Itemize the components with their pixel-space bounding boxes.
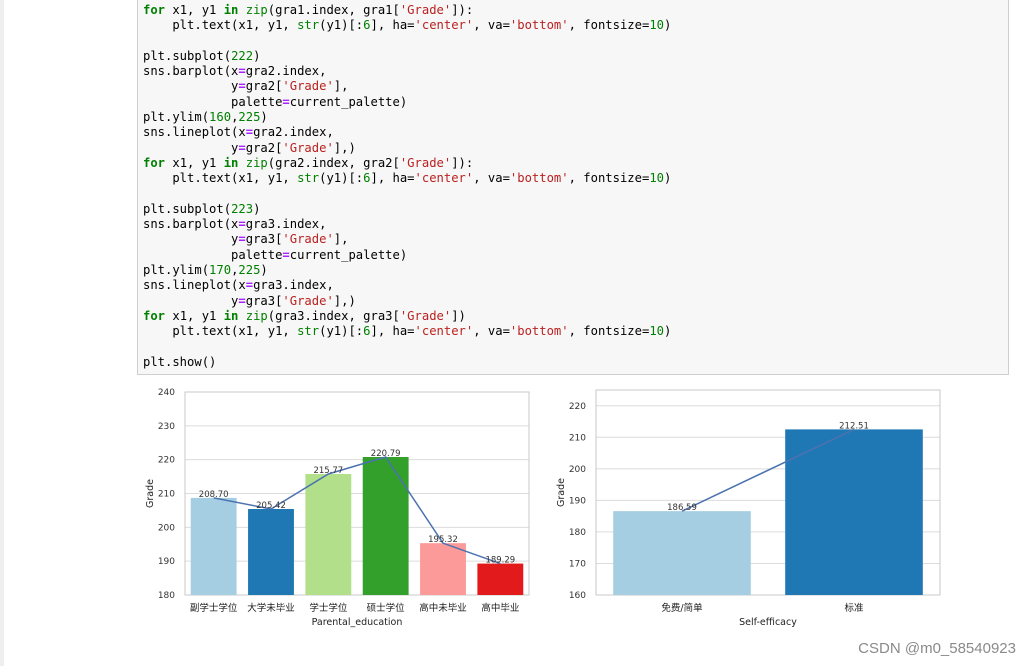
code-line: for x1, y1 in zip(gra3.index, gra3['Grad… xyxy=(143,308,466,323)
data-label: 212.51 xyxy=(839,421,869,431)
data-label: 220.79 xyxy=(371,449,401,459)
y-tick-label: 200 xyxy=(158,523,175,533)
series-line xyxy=(681,428,855,512)
code-line: y=gra2['Grade'], xyxy=(143,79,349,94)
chart-parental-education: 180 190 200 210 220 230 240 208.70 205.42 215.77 2… xyxy=(145,388,530,628)
bar xyxy=(785,429,923,595)
bar xyxy=(613,511,751,595)
data-label: 189.29 xyxy=(485,556,515,566)
y-tick-label: 200 xyxy=(569,465,586,475)
code-line: for x1, y1 in zip(gra1.index, gra1['Grad… xyxy=(143,3,474,17)
code-line: plt.text(x1, y1, str(y1)[:6], ha='center… xyxy=(143,171,672,186)
bar xyxy=(420,543,466,595)
y-axis-label: Grade xyxy=(145,479,156,508)
y-tick-label: 180 xyxy=(158,591,175,601)
code-editor[interactable]: for x1, y1 in zip(gra1.index, gra1['Grad… xyxy=(143,3,671,370)
code-line: plt.text(x1, y1, str(y1)[:6], ha='center… xyxy=(143,324,672,339)
y-tick-label: 160 xyxy=(569,591,586,601)
watermark: CSDN @m0_58540923 xyxy=(858,640,1016,657)
code-line: plt.subplot(222) xyxy=(143,48,261,63)
code-line: y=gra2['Grade'],) xyxy=(143,140,356,155)
output-area: 180 190 200 210 220 230 240 208.70 205.42 215.77 2… xyxy=(137,378,957,636)
chart-self-efficacy: 160 170 180 190 200 210 220 186.59 212.51 免费/简单 标准… xyxy=(556,389,941,628)
plot-frame xyxy=(184,391,530,596)
y-tick-label: 230 xyxy=(158,422,175,432)
code-line: plt.text(x1, y1, str(y1)[:6], ha='center… xyxy=(143,18,672,33)
y-tick-label: 210 xyxy=(158,490,175,500)
data-label: 195.32 xyxy=(428,535,458,545)
x-tick-label: 硕士学位 xyxy=(367,602,406,614)
notebook-left-gutter xyxy=(0,0,4,666)
code-line: sns.lineplot(x=gra3.index, xyxy=(143,278,334,293)
bar xyxy=(362,456,409,595)
code-line: plt.subplot(223) xyxy=(143,201,261,216)
y-tick-label: 220 xyxy=(569,402,586,412)
series-line xyxy=(213,456,501,565)
plot-frame xyxy=(595,389,941,596)
code-line: sns.barplot(x=gra3.index, xyxy=(143,217,327,232)
x-tick-label: 免费/简单 xyxy=(661,602,703,614)
x-tick-label: 副学士学位 xyxy=(190,602,238,614)
y-tick-label: 190 xyxy=(158,557,175,567)
x-tick-label: 学士学位 xyxy=(309,602,348,614)
y-tick-label: 220 xyxy=(158,456,175,466)
y-tick-label: 240 xyxy=(158,388,175,398)
data-label: 208.70 xyxy=(199,490,229,500)
code-line: y=gra3['Grade'],) xyxy=(143,293,356,308)
x-tick-label: 标准 xyxy=(844,602,864,614)
bar xyxy=(477,563,524,595)
code-cell[interactable]: for x1, y1 in zip(gra1.index, gra1['Grad… xyxy=(137,0,1009,375)
code-line: plt.show() xyxy=(143,354,217,369)
y-tick-label: 210 xyxy=(569,433,586,443)
y-tick-label: 170 xyxy=(569,559,586,569)
x-tick-label: 高中毕业 xyxy=(481,602,519,614)
code-line: plt.ylim(160,225) xyxy=(143,110,268,125)
code-line: sns.lineplot(x=gra2.index, xyxy=(143,125,334,140)
code-line: plt.ylim(170,225) xyxy=(143,263,268,278)
code-line: palette=current_palette) xyxy=(143,94,408,109)
code-line: y=gra3['Grade'], xyxy=(143,232,349,247)
code-line: for x1, y1 in zip(gra2.index, gra2['Grad… xyxy=(143,155,474,170)
x-axis-label: Parental_education xyxy=(312,617,403,628)
x-tick-label: 大学未毕业 xyxy=(247,602,295,614)
bar xyxy=(190,497,237,595)
x-axis-label: Self-efficacy xyxy=(739,617,797,628)
y-tick-label: 190 xyxy=(569,496,586,506)
bar xyxy=(305,473,352,595)
code-line: sns.barplot(x=gra2.index, xyxy=(143,64,327,79)
data-label: 205.42 xyxy=(256,501,286,511)
data-label: 215.77 xyxy=(313,466,343,476)
bar xyxy=(248,508,294,595)
y-axis-label: Grade xyxy=(556,478,567,507)
code-line: palette=current_palette) xyxy=(143,247,408,262)
y-tick-label: 180 xyxy=(569,528,586,538)
data-label: 186.59 xyxy=(667,503,697,513)
x-tick-label: 高中未毕业 xyxy=(419,602,467,614)
